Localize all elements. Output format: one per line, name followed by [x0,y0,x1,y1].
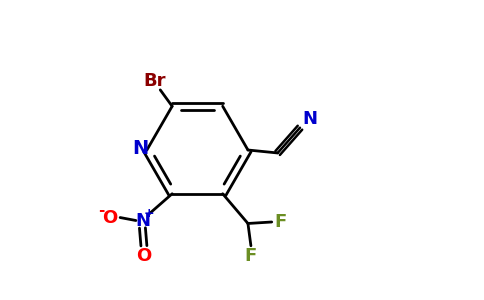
Text: F: F [274,213,287,231]
Text: -: - [98,202,104,217]
Text: N: N [135,212,150,230]
Text: +: + [144,208,154,220]
Text: O: O [136,247,151,265]
Text: Br: Br [143,72,166,90]
Text: N: N [303,110,318,128]
Text: O: O [102,208,117,226]
Text: N: N [132,139,149,158]
Text: F: F [245,247,257,265]
